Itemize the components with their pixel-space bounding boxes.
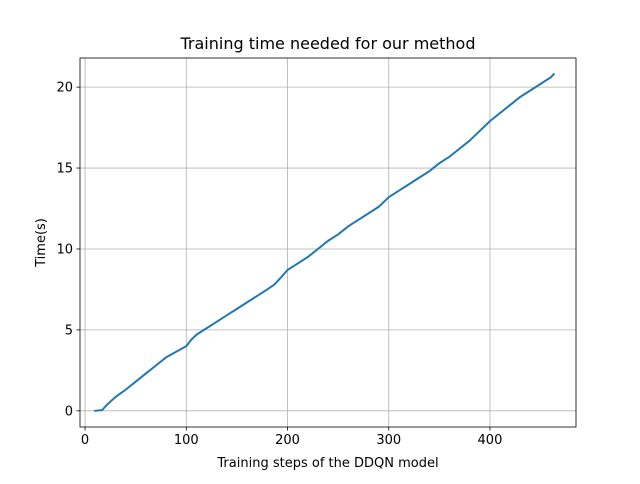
chart-title: Training time needed for our method <box>180 34 476 53</box>
plot-frame <box>79 57 577 428</box>
grid-lines <box>80 58 576 427</box>
x-tick-label: 0 <box>81 433 89 448</box>
axis-ticks: 0 100 200 300 400 0 5 10 15 20 <box>56 81 502 448</box>
y-tick-label: 10 <box>56 242 73 257</box>
y-tick-label: 15 <box>56 162 73 177</box>
series-line <box>94 72 556 412</box>
y-tick-label: 5 <box>65 323 73 338</box>
x-tick-label: 200 <box>275 433 300 448</box>
y-tick-label: 0 <box>65 404 73 419</box>
x-axis-label: Training steps of the DDQN model <box>216 456 438 471</box>
x-tick-label: 100 <box>174 433 199 448</box>
y-tick-label: 20 <box>56 81 73 96</box>
data-series <box>94 72 556 412</box>
x-tick-label: 400 <box>478 433 503 448</box>
x-tick-label: 300 <box>376 433 401 448</box>
y-axis-label: Time(s) <box>34 218 49 268</box>
